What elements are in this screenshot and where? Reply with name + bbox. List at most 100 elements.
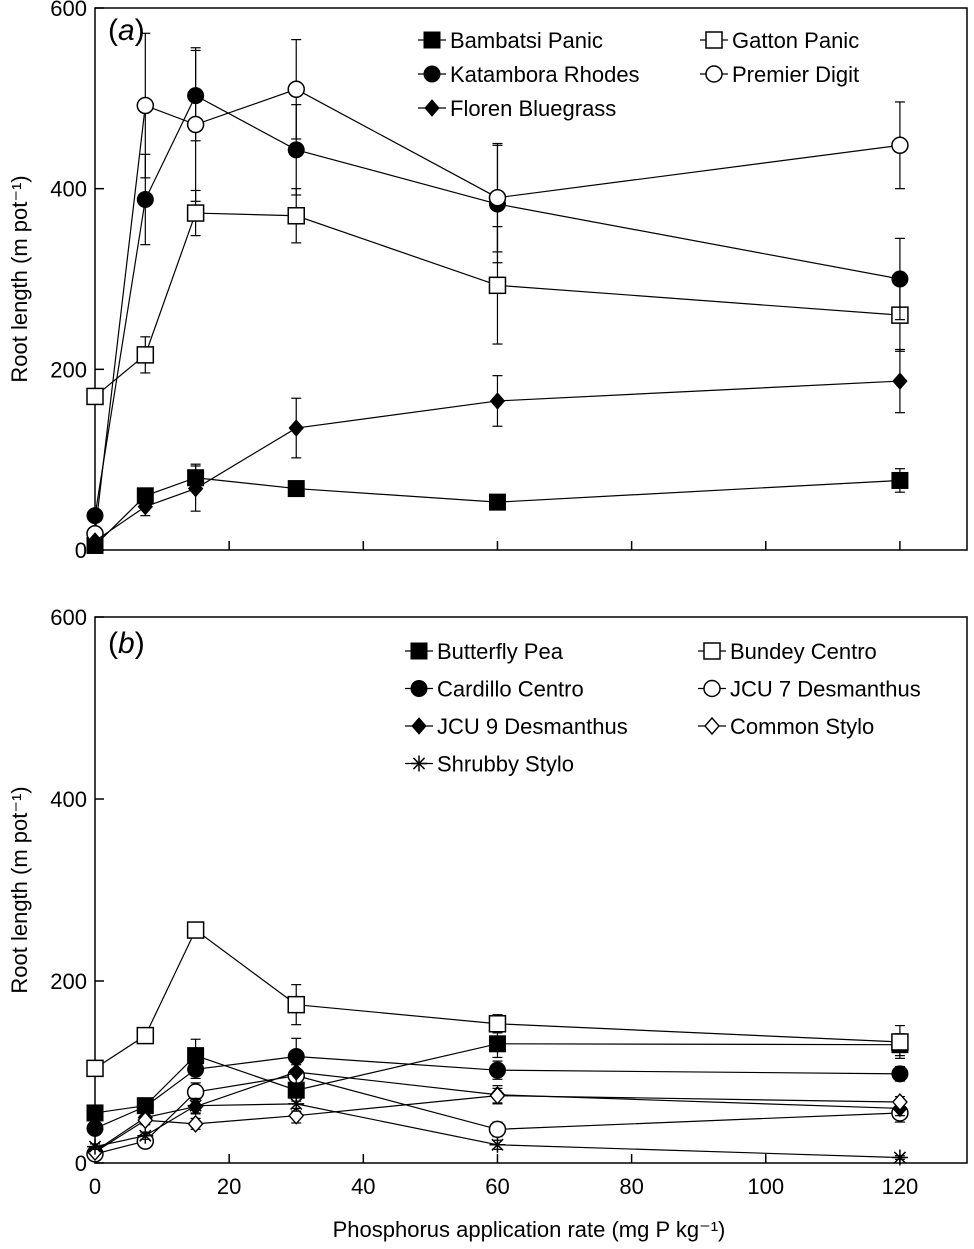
jcu-7-desmanthus-marker [186,1083,205,1101]
cardillo-centro-legend-marker [410,680,428,697]
bundey-centro-marker [488,1015,507,1033]
y-tick-label: 600 [50,0,87,21]
chart-panel-b: 0 200 400 600 0 20 40 60 80 100 120 Root length (m … [7,605,968,1242]
gatton-panic-marker [86,387,104,406]
shrubby-stylo-marker [288,1095,305,1112]
gatton-panic-marker [136,346,155,364]
legend-entry-jcu-7-desmanthus: JCU 7 Desmanthus [698,677,921,702]
legend-label: Premier Digit [732,62,859,87]
y-tick-label: 200 [50,357,87,382]
gatton-panic-marker [186,204,205,222]
plot-frame [94,7,968,551]
y-tick-label: 600 [50,605,87,630]
y-tick-label: 400 [50,177,87,202]
premier-digit-marker [891,136,909,155]
legend-entry-floren-bluegrass: Floren Bluegrass [418,96,616,121]
floren-bluegrass-marker [187,479,204,498]
shrubby-stylo-marker [489,1136,506,1153]
legend-label: Butterfly Pea [437,639,564,664]
y-axis-label: Root length (m pot⁻¹) [7,786,32,993]
premier-digit-marker [287,80,305,99]
legend-entry-premier-digit: Premier Digit [700,62,859,87]
floren-bluegrass-legend-marker [424,99,440,117]
cardillo-centro-marker [488,1061,506,1079]
common-stylo-line [94,1095,900,1153]
premier-digit-line [94,88,901,534]
floren-bluegrass-marker [489,392,506,410]
katambora-rhodes-marker [86,507,104,525]
floren-bluegrass-marker [288,419,304,437]
legend-label: Floren Bluegrass [450,96,616,121]
legend-label: Common Stylo [730,714,874,739]
legend-entry-bundey-centro: Bundey Centro [698,639,877,664]
x-axis-label: Phosphorus application rate (mg P kg⁻¹) [333,1217,726,1242]
floren-bluegrass-marker [137,497,153,516]
katambora-rhodes-legend-marker [423,65,441,83]
bundey-centro-marker [287,995,305,1014]
x-tick-label: 40 [351,1174,375,1199]
chart-panel-a: 0 200 400 600 Root length (m pot⁻¹) (a) Bambat… [7,0,968,563]
bundey-centro-marker [891,1033,909,1051]
cardillo-centro-line [94,1055,900,1129]
y-tick-label: 0 [75,538,87,563]
common-stylo-marker [187,1114,204,1133]
legend-entry-cardillo-centro: Cardillo Centro [405,677,584,702]
legend-label: Shrubby Stylo [437,752,574,777]
katambora-rhodes-marker [891,270,909,288]
x-tick-label: 0 [89,1174,101,1199]
shrubby-stylo-legend-marker [411,755,427,772]
legend: Butterfly Pea Bundey Centro Cardillo Centr… [405,639,921,777]
butterfly-pea-marker [488,1035,506,1053]
x-tick-label: 100 [747,1174,784,1199]
bundey-centro-marker [136,1026,155,1045]
x-tick-label: 20 [217,1174,241,1199]
legend-entry-jcu-9-desmanthus: JCU 9 Desmanthus [405,714,628,739]
shrubby-stylo-line [94,1103,900,1159]
premier-digit-marker [186,115,205,134]
common-stylo-marker [891,1092,908,1112]
series-cardillo-centro [86,1037,909,1137]
bundey-centro-marker [186,921,205,939]
y-tick-label: 0 [75,1151,87,1176]
gatton-panic-marker [488,276,507,295]
series-shrubby-stylo [87,1095,908,1166]
x-tick-label: 120 [882,1174,919,1199]
gatton-panic-legend-marker [705,31,723,49]
cardillo-centro-marker [187,1060,205,1078]
legend-label: Cardillo Centro [437,677,584,702]
bambatsi-panic-legend-marker [423,31,441,49]
butterfly-pea-legend-marker [410,642,428,660]
legend-entry-shrubby-stylo: Shrubby Stylo [405,752,574,777]
katambora-rhodes-line [94,94,901,516]
y-tick-label: 400 [50,787,87,812]
legend-entry-gatton-panic: Gatton Panic [700,28,859,53]
panel-label: (a) [108,14,145,47]
legend-entry-butterfly-pea: Butterfly Pea [405,639,564,664]
legend-label: Bundey Centro [730,639,877,664]
shrubby-stylo-marker [87,1138,103,1155]
shrubby-stylo-marker [137,1127,154,1144]
katambora-rhodes-marker [287,141,305,159]
legend: Bambatsi Panic Gatton Panic Katambora Rhod… [418,28,859,121]
bundey-centro-marker [86,1059,104,1078]
jcu-7-desmanthus-legend-marker [703,679,721,698]
legend-entry-bambatsi-panic: Bambatsi Panic [418,28,603,53]
premier-digit-marker [136,96,155,115]
floren-bluegrass-line [94,380,900,542]
gatton-panic-marker [287,207,305,225]
premier-digit-marker [488,188,507,207]
bambatsi-panic-marker [488,493,506,511]
bambatsi-panic-marker [287,480,305,498]
katambora-rhodes-marker [136,191,154,209]
common-stylo-marker [489,1086,506,1105]
series-bambatsi-panic [86,463,909,554]
shrubby-stylo-marker [891,1149,908,1166]
cardillo-centro-marker [86,1119,104,1137]
jcu-7-desmanthus-marker [488,1120,507,1139]
jcu-9-desmanthus-legend-marker [411,717,427,735]
legend-label: JCU 9 Desmanthus [437,714,628,739]
floren-bluegrass-marker [892,372,908,390]
bambatsi-panic-marker [891,471,909,489]
bundey-centro-legend-marker [703,642,721,660]
